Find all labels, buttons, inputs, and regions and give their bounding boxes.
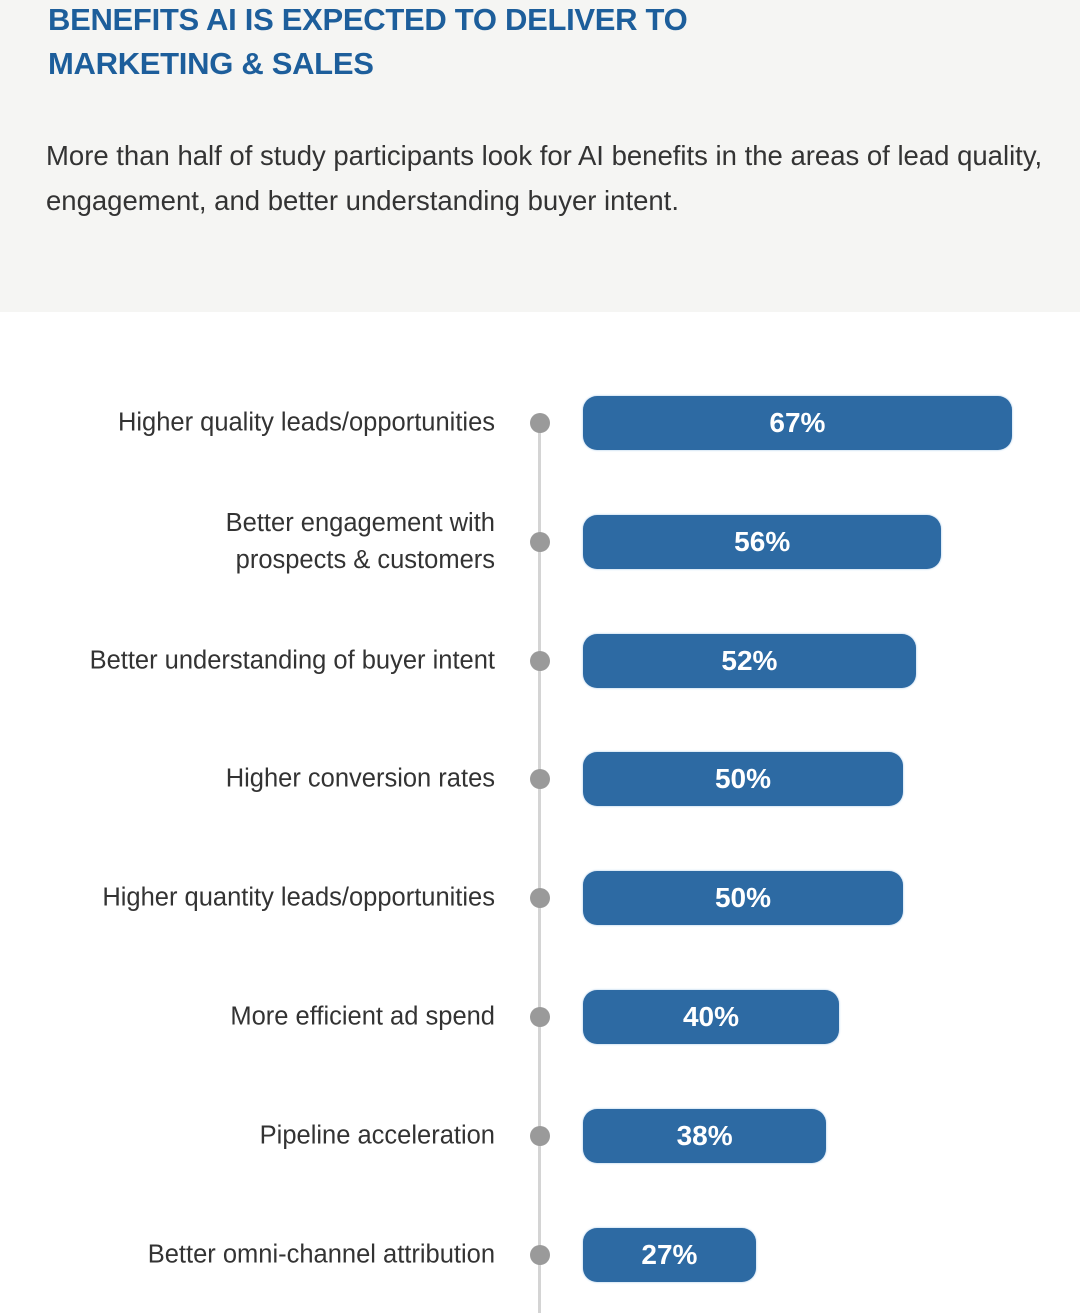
value-label: 56% <box>734 525 791 557</box>
category-label: Better omni-channel attribution <box>147 1240 495 1269</box>
category-label: Higher quality leads/opportunities <box>117 408 495 437</box>
category-label: Higher conversion rates <box>225 764 495 793</box>
row-marker-dot <box>530 413 550 433</box>
chart-subtitle: More than half of study participants loo… <box>46 140 1043 216</box>
row-marker-dot <box>530 1007 550 1027</box>
bar: 67% <box>583 396 1012 450</box>
bar: 50% <box>583 871 903 926</box>
category-label: Better engagement with prospects & custo… <box>225 508 495 574</box>
bar: 56% <box>583 514 942 569</box>
bar-chart: Higher quality leads/opportunities 67% Bet… <box>0 312 1080 1313</box>
bar: 40% <box>583 990 839 1044</box>
row-marker-dot <box>530 1125 550 1146</box>
value-label: 40% <box>682 1001 740 1032</box>
category-label: More efficient ad spend <box>230 1002 495 1031</box>
bar: 50% <box>583 752 903 807</box>
value-label: 27% <box>641 1238 698 1270</box>
category-label: Pipeline acceleration <box>259 1121 495 1150</box>
bar: 27% <box>583 1227 756 1282</box>
bar: 38% <box>583 1108 827 1163</box>
row-marker-dot <box>530 531 550 552</box>
header-panel: BENEFITS AI IS EXPECTED TO DELIVER TO MA… <box>0 0 1080 312</box>
bar: 52% <box>583 633 916 688</box>
chart-title: BENEFITS AI IS EXPECTED TO DELIVER TO MA… <box>48 2 688 81</box>
row-marker-dot <box>530 650 550 671</box>
category-label: Better understanding of buyer intent <box>89 646 495 675</box>
category-label: Higher quantity leads/opportunities <box>102 883 495 912</box>
value-label: 50% <box>714 763 772 795</box>
row-marker-dot <box>530 888 550 909</box>
axis-line <box>538 423 541 1313</box>
value-label: 52% <box>721 644 778 676</box>
row-marker-dot <box>530 1244 550 1265</box>
value-label: 50% <box>714 882 772 914</box>
row-marker-dot <box>530 769 550 790</box>
value-label: 67% <box>769 407 826 438</box>
value-label: 38% <box>676 1119 733 1151</box>
